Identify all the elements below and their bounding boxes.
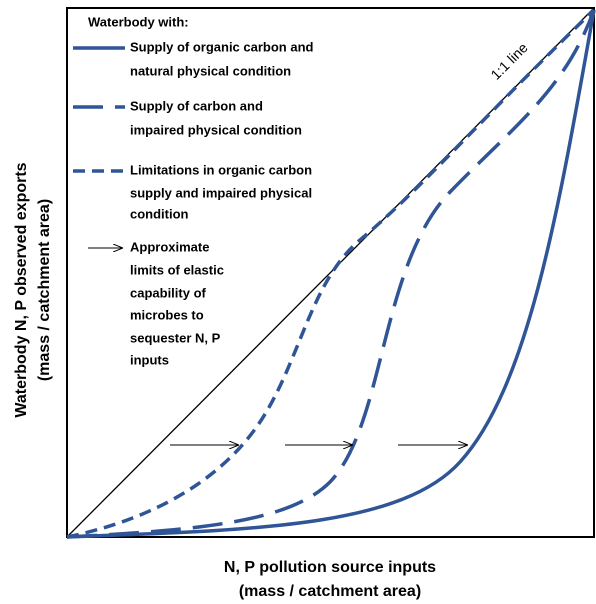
legend-text: Supply of carbon and bbox=[130, 98, 263, 113]
y-axis-label: Waterbody N, P observed exports bbox=[13, 162, 30, 417]
one-to-one-line bbox=[66, 7, 595, 538]
curve-impaired bbox=[66, 9, 596, 539]
legend-text: inputs bbox=[130, 352, 169, 367]
curve-limited bbox=[66, 8, 596, 539]
legend-text: supply and impaired physical bbox=[130, 185, 312, 200]
y-axis-label: (mass / catchment area) bbox=[36, 199, 53, 381]
legend-text: Limitations in organic carbon bbox=[130, 162, 312, 177]
legend-text: microbes to bbox=[130, 307, 204, 322]
legend-text: sequester N, P bbox=[130, 330, 221, 345]
curve-natural bbox=[66, 9, 596, 539]
legend-text: condition bbox=[130, 206, 189, 221]
legend-title: Waterbody with: bbox=[88, 14, 189, 29]
x-axis-label: (mass / catchment area) bbox=[239, 583, 421, 600]
legend-text: capability of bbox=[130, 285, 207, 300]
legend-text: Approximate bbox=[130, 239, 209, 254]
line-label: 1:1 line bbox=[487, 39, 530, 82]
x-axis-label: N, P pollution source inputs bbox=[224, 559, 436, 576]
legend-text: impaired physical condition bbox=[130, 122, 302, 137]
plot-frame bbox=[66, 7, 595, 538]
legend-text: natural physical condition bbox=[130, 63, 291, 78]
legend-text: Supply of organic carbon and bbox=[130, 39, 314, 54]
legend-text: limits of elastic bbox=[130, 262, 224, 277]
